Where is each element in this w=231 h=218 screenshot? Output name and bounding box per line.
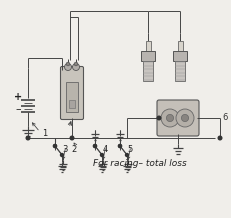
- Circle shape: [166, 114, 174, 122]
- FancyBboxPatch shape: [61, 66, 83, 119]
- Circle shape: [26, 136, 30, 140]
- Circle shape: [73, 63, 79, 70]
- Bar: [69, 100, 75, 108]
- Circle shape: [94, 145, 97, 148]
- Circle shape: [94, 145, 97, 148]
- Text: –: –: [15, 104, 21, 114]
- Circle shape: [54, 145, 57, 148]
- Circle shape: [74, 62, 78, 66]
- Circle shape: [70, 136, 74, 140]
- Circle shape: [66, 62, 70, 66]
- Circle shape: [54, 145, 57, 148]
- Circle shape: [119, 145, 122, 148]
- Bar: [141, 51, 155, 61]
- Text: 2: 2: [71, 145, 77, 155]
- Bar: [175, 61, 185, 81]
- Text: +: +: [14, 92, 22, 102]
- Circle shape: [125, 153, 128, 157]
- Bar: [146, 41, 151, 51]
- Text: 5: 5: [127, 145, 133, 155]
- FancyBboxPatch shape: [157, 100, 199, 136]
- Circle shape: [157, 116, 161, 120]
- Text: 4: 4: [102, 145, 108, 155]
- Text: 6: 6: [222, 114, 227, 123]
- Circle shape: [119, 145, 122, 148]
- Text: For racing– total loss: For racing– total loss: [93, 158, 187, 167]
- Text: 1: 1: [42, 129, 47, 138]
- Circle shape: [218, 136, 222, 140]
- Bar: [143, 61, 153, 81]
- Text: 3: 3: [62, 145, 68, 155]
- Circle shape: [64, 63, 72, 70]
- Circle shape: [161, 109, 179, 127]
- Circle shape: [176, 109, 194, 127]
- Circle shape: [61, 153, 64, 157]
- Bar: [173, 51, 187, 61]
- Circle shape: [181, 114, 188, 122]
- Bar: [66, 82, 78, 112]
- Circle shape: [100, 153, 103, 157]
- Bar: [177, 41, 182, 51]
